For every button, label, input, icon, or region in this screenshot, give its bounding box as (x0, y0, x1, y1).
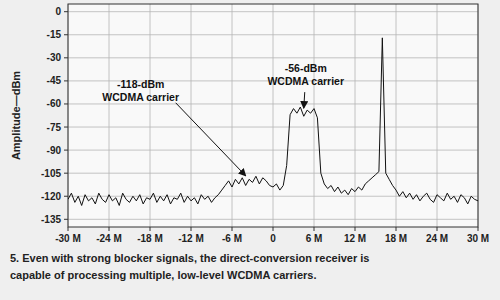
annotation-arrow (176, 103, 246, 176)
x-tick (355, 227, 356, 231)
x-grid-line (314, 4, 315, 227)
caption: capable of processing multiple, low-leve… (10, 269, 316, 281)
x-tick-label: 18 M (385, 233, 407, 244)
x-tick-label: -12 M (178, 233, 204, 244)
y-tick-label: -75 (47, 122, 62, 133)
annotation-text: WCDMA carrier (102, 91, 179, 103)
y-tick (64, 173, 68, 174)
caption: 5. Even with strong blocker signals, the… (10, 252, 369, 264)
y-tick (64, 150, 68, 151)
y-tick-label: -135 (41, 214, 61, 225)
y-tick-label: -15 (47, 29, 62, 40)
x-tick-label: 12 M (344, 233, 366, 244)
x-tick (396, 227, 397, 231)
plot-frame (68, 4, 478, 227)
grid (68, 4, 478, 227)
annotation: -56-dBmWCDMA carrier (267, 62, 344, 108)
y-tick (64, 11, 68, 12)
x-tick-label: -30 M (55, 233, 81, 244)
y-tick-label: 0 (55, 6, 61, 17)
y-tick-label: -90 (47, 145, 62, 156)
x-tick (191, 227, 192, 231)
annotation-text: -56-dBm (285, 62, 327, 74)
annotation: -118-dBmWCDMA carrier (102, 78, 245, 176)
data-group (68, 38, 478, 206)
y-tick (64, 127, 68, 128)
x-tick (109, 227, 110, 231)
y-tick (64, 80, 68, 81)
x-grid-line (232, 4, 233, 227)
x-grid-line (437, 4, 438, 227)
annotation-text: -118-dBm (117, 78, 164, 90)
chart: 0 -15 -30 -45 -60 -75 -90 -105 -120 -135 -30 M -24 … (0, 0, 500, 300)
x-grid-line (191, 4, 192, 227)
x-tick-label: -18 M (137, 233, 163, 244)
y-tick (64, 34, 68, 35)
x-tick-label: 6 M (306, 233, 323, 244)
y-tick (64, 196, 68, 197)
x-tick (150, 227, 151, 231)
x-tick-label: 0 (270, 233, 276, 244)
x-tick (68, 227, 69, 231)
x-grid-line (355, 4, 356, 227)
y-tick-label: -60 (47, 98, 62, 109)
x-grid-line (273, 4, 274, 227)
plot-area (68, 4, 478, 227)
x-tick-label: 30 M (467, 233, 489, 244)
y-tick-label: -30 (47, 52, 62, 63)
y-axis-title: Amplitude—dBm (10, 71, 22, 160)
x-tick (437, 227, 438, 231)
spectrum-line (68, 38, 478, 206)
x-tick (273, 227, 274, 231)
y-tick-label: -120 (41, 191, 61, 202)
y-tick-label: -105 (41, 168, 61, 179)
x-grid-line (396, 4, 397, 227)
y-tick (64, 219, 68, 220)
x-tick (478, 227, 479, 231)
y-tick-label: -45 (47, 75, 62, 86)
y-tick (64, 103, 68, 104)
page: 0 -15 -30 -45 -60 -75 -90 -105 -120 -135 -30 M -24 … (0, 0, 500, 300)
x-tick-label: 24 M (426, 233, 448, 244)
x-tick-label: -6 M (222, 233, 242, 244)
annotation-arrow (304, 92, 305, 108)
x-tick-label: -24 M (96, 233, 122, 244)
x-tick (232, 227, 233, 231)
x-tick (314, 227, 315, 231)
x-grid-line (109, 4, 110, 227)
y-tick (64, 57, 68, 58)
annotation-text: WCDMA carrier (267, 75, 344, 87)
x-grid-line (150, 4, 151, 227)
